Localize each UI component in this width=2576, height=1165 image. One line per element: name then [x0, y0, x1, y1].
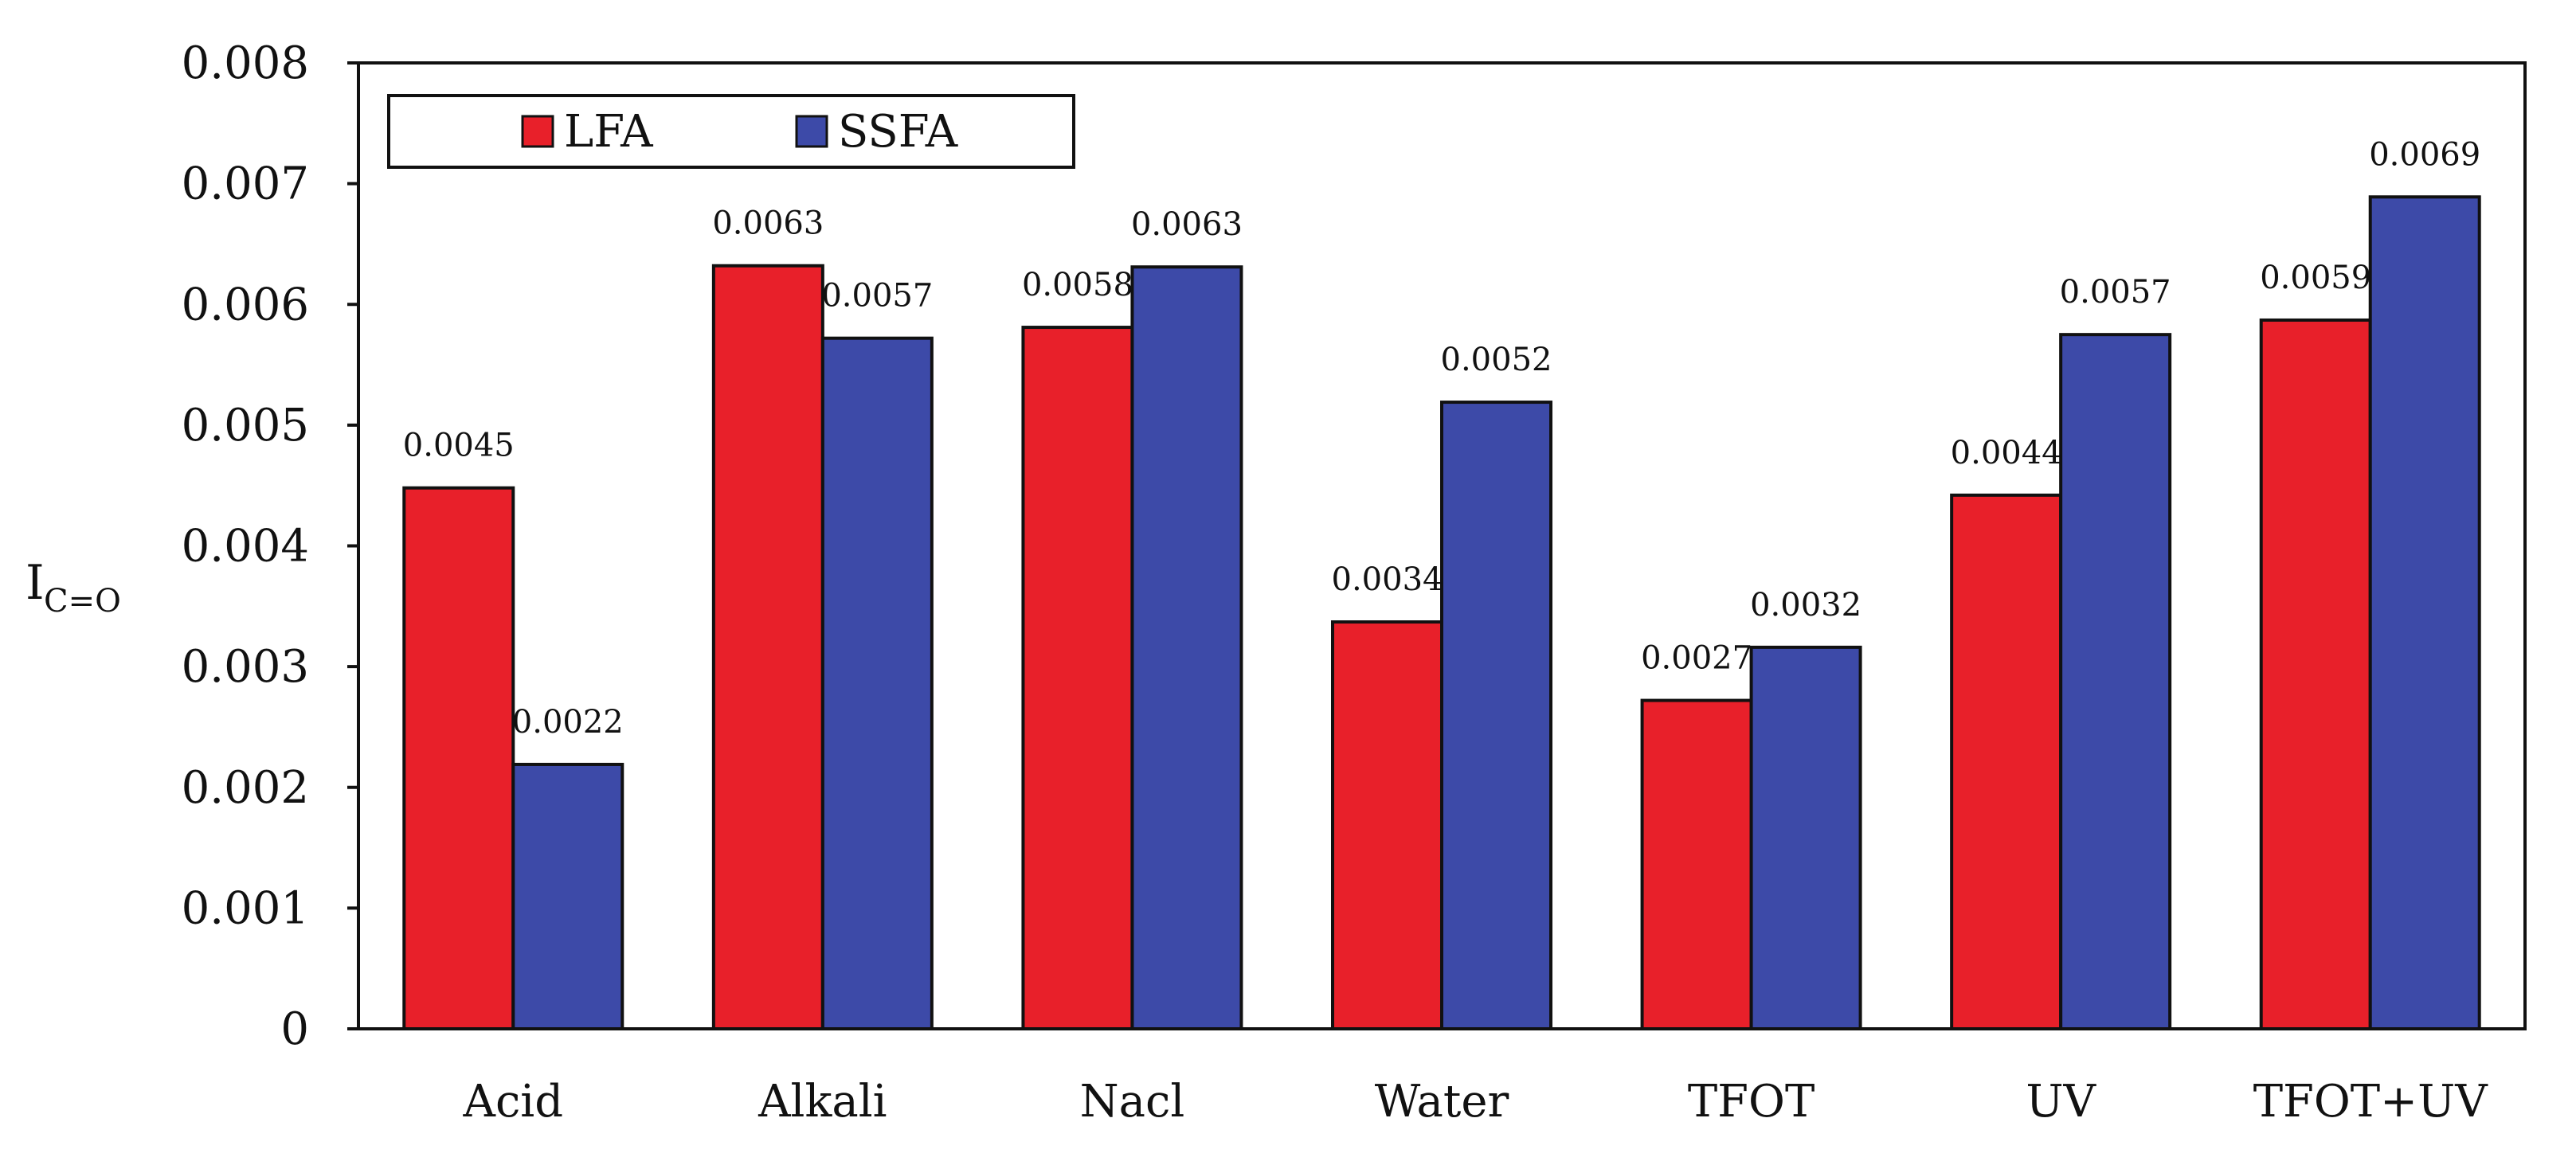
- bar-lfa-uv: [1950, 493, 2063, 1030]
- y-axis-ticks: 0 0.001 0.002 0.003 0.004 0.005 0.006 0.007 0.00…: [182, 37, 358, 1055]
- y-axis-title-main: I: [25, 555, 45, 611]
- y-tick-label: 0.005: [182, 400, 309, 452]
- data-label: 0.0052: [1441, 342, 1552, 378]
- data-label: 0.0057: [2060, 274, 2171, 311]
- data-label: 0.0045: [403, 428, 515, 464]
- y-axis-title-subscript: C=O: [44, 583, 121, 620]
- x-category-label: Acid: [463, 1076, 564, 1128]
- y-tick-label: 0.004: [182, 521, 309, 573]
- data-label: 0.0057: [821, 278, 933, 315]
- bar-ssfa-uv: [2059, 333, 2172, 1030]
- bar-ssfa-water: [1440, 401, 1552, 1031]
- legend-box: [387, 94, 1075, 169]
- data-label: 0.0058: [1022, 267, 1133, 303]
- bar-ssfa-tfot-uv: [2368, 195, 2481, 1031]
- data-label: 0.0027: [1641, 640, 1752, 677]
- data-label: 0.0022: [512, 704, 624, 741]
- x-category-label: UV: [2026, 1076, 2096, 1128]
- legend-label-ssfa: SSFA: [838, 106, 958, 158]
- legend-swatch-lfa: [521, 115, 554, 148]
- legend-swatch-ssfa: [795, 115, 828, 148]
- data-label: 0.0063: [1131, 206, 1243, 243]
- x-category-label: Alkali: [758, 1076, 887, 1128]
- y-tick-label: 0.007: [182, 158, 309, 210]
- data-labels: 0.0045 0.0022 0.0063 0.0057 0.0058 0.0063 0.00…: [403, 136, 2480, 741]
- x-axis-categories: Acid Alkali Nacl Water TFOT UV TFOT+UV: [463, 1076, 2489, 1128]
- x-category-label: TFOT: [1688, 1076, 1815, 1128]
- data-label: 0.0034: [1332, 561, 1443, 598]
- y-tick-label: 0: [280, 1003, 309, 1055]
- bar-lfa-tfot-uv: [2259, 318, 2372, 1030]
- bar-ssfa-nacl: [1130, 265, 1243, 1030]
- y-tick-label: 0.008: [182, 37, 309, 89]
- x-category-label: TFOT+UV: [2253, 1076, 2489, 1128]
- bars: [402, 195, 2481, 1031]
- bar-ssfa-alkali: [820, 336, 934, 1030]
- x-category-label: Nacl: [1080, 1076, 1185, 1128]
- y-tick-label: 0.001: [182, 882, 309, 934]
- bar-lfa-alkali: [711, 264, 824, 1031]
- plot-frame: [357, 61, 2527, 1030]
- data-label: 0.0032: [1750, 587, 1862, 624]
- bar-lfa-nacl: [1021, 326, 1134, 1030]
- bar-lfa-water: [1331, 620, 1443, 1030]
- y-tick-label: 0.002: [182, 762, 309, 814]
- y-tick-label: 0.003: [182, 641, 309, 693]
- x-category-label: Water: [1375, 1076, 1509, 1128]
- legend: LFA SSFA: [387, 94, 1075, 169]
- y-tick-label: 0.006: [182, 279, 309, 330]
- y-axis-title: I C=O: [25, 555, 121, 620]
- data-label: 0.0044: [1951, 435, 2062, 471]
- legend-label-lfa: LFA: [564, 106, 653, 158]
- data-label: 0.0069: [2369, 136, 2480, 173]
- bar-ssfa-tfot: [1749, 645, 1862, 1030]
- bar-ssfa-acid: [511, 762, 624, 1030]
- data-label: 0.0059: [2260, 260, 2371, 296]
- bar-lfa-acid: [402, 486, 515, 1030]
- bar-lfa-tfot: [1640, 698, 1753, 1031]
- data-label: 0.0063: [712, 205, 824, 242]
